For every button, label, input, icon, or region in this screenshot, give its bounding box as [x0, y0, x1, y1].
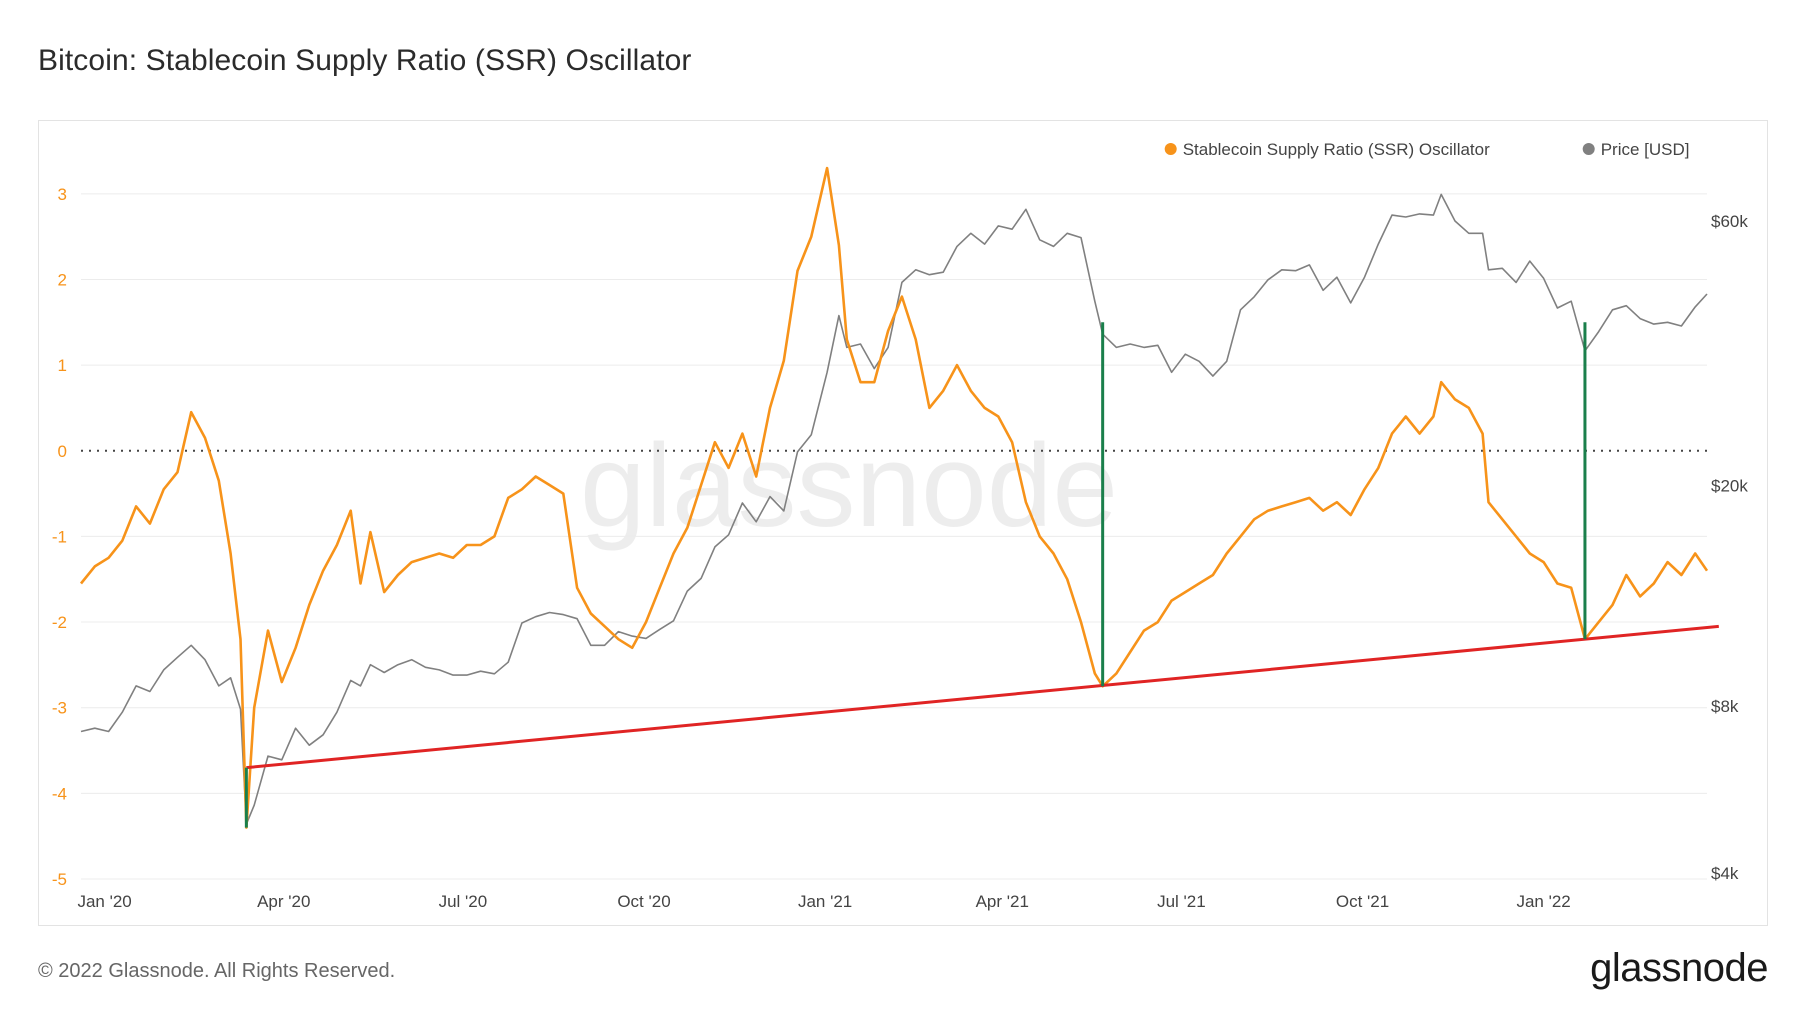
x-tick-label: Oct '20	[617, 892, 670, 911]
y-right-tick-label: $20k	[1711, 477, 1748, 496]
x-tick-label: Jan '21	[798, 892, 852, 911]
y-left-tick-label: -1	[52, 527, 67, 546]
legend[interactable]: Stablecoin Supply Ratio (SSR) Oscillator…	[1164, 140, 1690, 159]
x-tick-label: Jan '22	[1516, 892, 1570, 911]
grid-lines	[81, 193, 1707, 880]
chart-watermark: glassnode	[580, 420, 1118, 552]
chart-title: Bitcoin: Stablecoin Supply Ratio (SSR) O…	[38, 44, 692, 77]
x-tick-label: Jul '20	[439, 892, 488, 911]
y-left-tick-label: -2	[52, 613, 67, 632]
y-axis-right: $60k $20k $8k $4k	[1711, 212, 1748, 883]
footer-logo[interactable]: glassnode	[1590, 946, 1768, 990]
y-right-tick-label: $8k	[1711, 697, 1739, 716]
x-tick-label: Apr '20	[257, 892, 310, 911]
chart-frame: glassnode 3 2 1 0 -1 -2 -3 -4 -5 $60k $20k $8k $4k …	[38, 120, 1768, 926]
y-left-tick-label: 3	[58, 185, 67, 204]
y-left-tick-label: 1	[58, 356, 67, 375]
x-tick-label: Jan '20	[77, 892, 131, 911]
y-left-tick-label: -4	[52, 784, 67, 803]
legend-marker	[1582, 143, 1595, 155]
x-tick-label: Jul '21	[1157, 892, 1206, 911]
y-axis-left: 3 2 1 0 -1 -2 -3 -4 -5	[52, 185, 67, 889]
x-axis: Jan '20 Apr '20 Jul '20 Oct '20 Jan '21 Apr '…	[77, 892, 1570, 911]
annotation-layer	[244, 322, 1719, 828]
y-right-tick-label: $4k	[1711, 864, 1739, 883]
y-left-tick-label: -3	[52, 699, 67, 718]
y-right-tick-label: $60k	[1711, 212, 1748, 231]
y-left-tick-label: 0	[58, 442, 67, 461]
legend-marker	[1164, 143, 1177, 155]
footer-copyright: © 2022 Glassnode. All Rights Reserved.	[38, 960, 396, 982]
legend-label: Stablecoin Supply Ratio (SSR) Oscillator	[1183, 140, 1490, 159]
y-left-tick-label: -5	[52, 870, 67, 889]
y-left-tick-label: 2	[58, 270, 67, 289]
support-trend-line	[246, 624, 1719, 770]
series-layer	[79, 166, 1709, 829]
legend-label: Price [USD]	[1601, 140, 1690, 159]
x-tick-label: Apr '21	[976, 892, 1029, 911]
x-tick-label: Oct '21	[1336, 892, 1389, 911]
